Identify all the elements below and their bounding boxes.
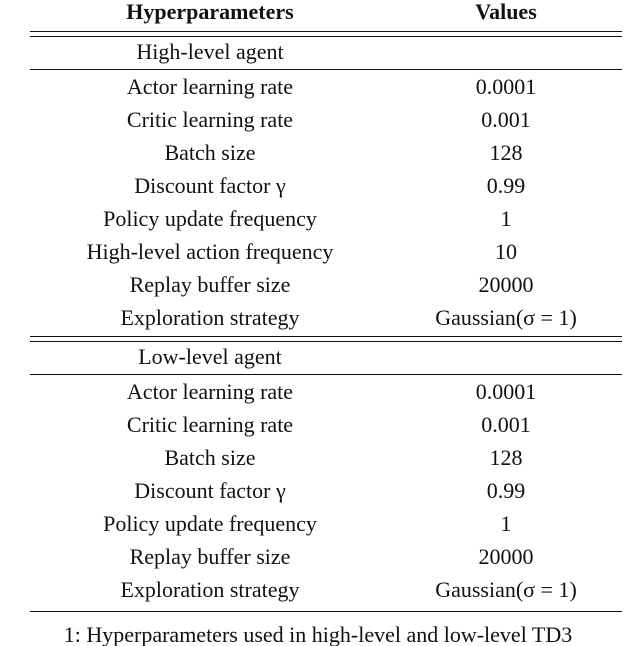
rule xyxy=(30,374,622,375)
table-cell: Gaussian(σ = 1) xyxy=(435,577,577,602)
table-cell: 0.99 xyxy=(486,478,526,503)
table-cell: 0.001 xyxy=(481,107,531,132)
table-cell: Actor learning rate xyxy=(126,379,294,404)
table-cell: Critic learning rate xyxy=(126,107,294,132)
table-cell: High-level action frequency xyxy=(86,239,334,264)
table-cell: Replay buffer size xyxy=(129,272,291,297)
section-title: Low-level agent xyxy=(138,344,282,369)
table-cell: Policy update frequency xyxy=(103,206,317,231)
table-cell: 128 xyxy=(489,445,523,470)
table-cell: 1 xyxy=(500,206,512,231)
table-cell: Exploration strategy xyxy=(120,305,300,330)
table-cell: Gaussian(σ = 1) xyxy=(435,305,577,330)
table-cell: 128 xyxy=(489,140,523,165)
table-cell: Discount factor γ xyxy=(134,478,286,503)
section-title: High-level agent xyxy=(136,39,284,64)
table-cell: 20000 xyxy=(478,272,534,297)
double-rule xyxy=(30,336,622,337)
rule xyxy=(30,69,622,70)
table-cell: Critic learning rate xyxy=(126,412,294,437)
table-cell: Batch size xyxy=(164,445,256,470)
table-cell: 0.001 xyxy=(481,412,531,437)
table-cell: Policy update frequency xyxy=(103,511,317,536)
table-cell: 1 xyxy=(500,511,512,536)
double-rule xyxy=(30,31,622,32)
table-cell: Actor learning rate xyxy=(126,74,294,99)
table-cell: 0.0001 xyxy=(475,74,537,99)
table-cell: Replay buffer size xyxy=(129,544,291,569)
table-cell: 20000 xyxy=(478,544,534,569)
table-cell: Batch size xyxy=(164,140,256,165)
double-rule xyxy=(30,36,622,37)
table-cell: 0.0001 xyxy=(475,379,537,404)
double-rule xyxy=(30,341,622,342)
table-cell: 10 xyxy=(495,239,517,264)
header-cell: Hyperparameters xyxy=(126,0,294,24)
table-cell: Discount factor γ xyxy=(134,173,286,198)
caption: 1: Hyperparameters used in high-level an… xyxy=(63,622,573,646)
table-cell: Exploration strategy xyxy=(120,577,300,602)
bottom-rule xyxy=(30,611,622,612)
table-cell: 0.99 xyxy=(486,173,526,198)
header-cell: Values xyxy=(475,0,537,24)
